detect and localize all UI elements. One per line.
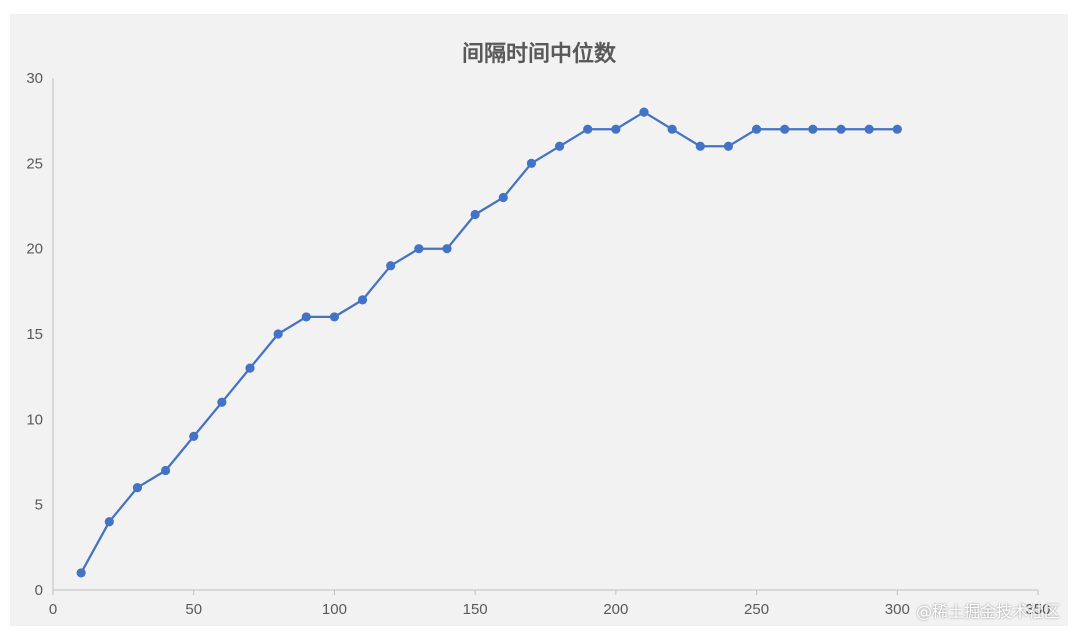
y-tick-label: 15: [26, 326, 43, 343]
y-tick-label: 30: [26, 70, 43, 87]
data-point: [611, 124, 621, 134]
data-point: [695, 141, 705, 151]
data-point: [414, 244, 424, 254]
x-tick-label: 300: [885, 601, 910, 618]
data-point: [386, 261, 396, 271]
data-point: [723, 141, 734, 151]
data-point: [301, 312, 311, 322]
y-tick-label: 0: [35, 582, 43, 599]
x-tick-label: 200: [603, 601, 628, 618]
data-point: [245, 363, 255, 373]
data-point: [864, 124, 874, 134]
data-point: [132, 483, 143, 493]
data-point: [160, 465, 171, 476]
data-point: [442, 244, 452, 254]
series-line: [80, 110, 898, 574]
data-point: [667, 124, 677, 134]
watermark-text: @稀土掘金技术社区: [915, 602, 1060, 621]
x-tick-label: 50: [185, 601, 202, 618]
data-point: [780, 124, 790, 134]
series-marks: [76, 107, 902, 578]
data-point: [76, 568, 86, 578]
data-point: [273, 329, 283, 339]
x-tick-label: 150: [463, 601, 488, 618]
data-point: [498, 192, 508, 203]
y-tick-label: 10: [26, 411, 43, 428]
data-point: [357, 295, 368, 305]
data-point: [470, 209, 480, 220]
data-point: [217, 397, 227, 407]
chart-area: 0 5 10 15 20 25 30 0 50 100 150 200 250 300 350 间隔时间中位…: [10, 14, 1068, 626]
data-point: [639, 107, 649, 117]
y-tick-label: 25: [26, 155, 43, 172]
y-tick-label: 20: [26, 241, 43, 258]
data-point: [892, 124, 902, 134]
data-point: [329, 312, 340, 322]
data-point: [104, 517, 114, 527]
data-point: [583, 124, 593, 134]
data-point: [836, 124, 846, 134]
x-tick-label: 250: [744, 601, 769, 618]
chart-title: 间隔时间中位数: [461, 42, 616, 67]
data-point: [526, 158, 537, 168]
y-tick-label: 5: [35, 497, 43, 514]
data-point: [751, 124, 762, 134]
x-tick-label: 350: [1025, 601, 1050, 618]
data-point: [554, 141, 565, 151]
data-point: [189, 431, 199, 441]
x-tick-label: 100: [322, 601, 347, 618]
data-point: [808, 124, 818, 134]
x-tick-label: 0: [49, 601, 57, 618]
